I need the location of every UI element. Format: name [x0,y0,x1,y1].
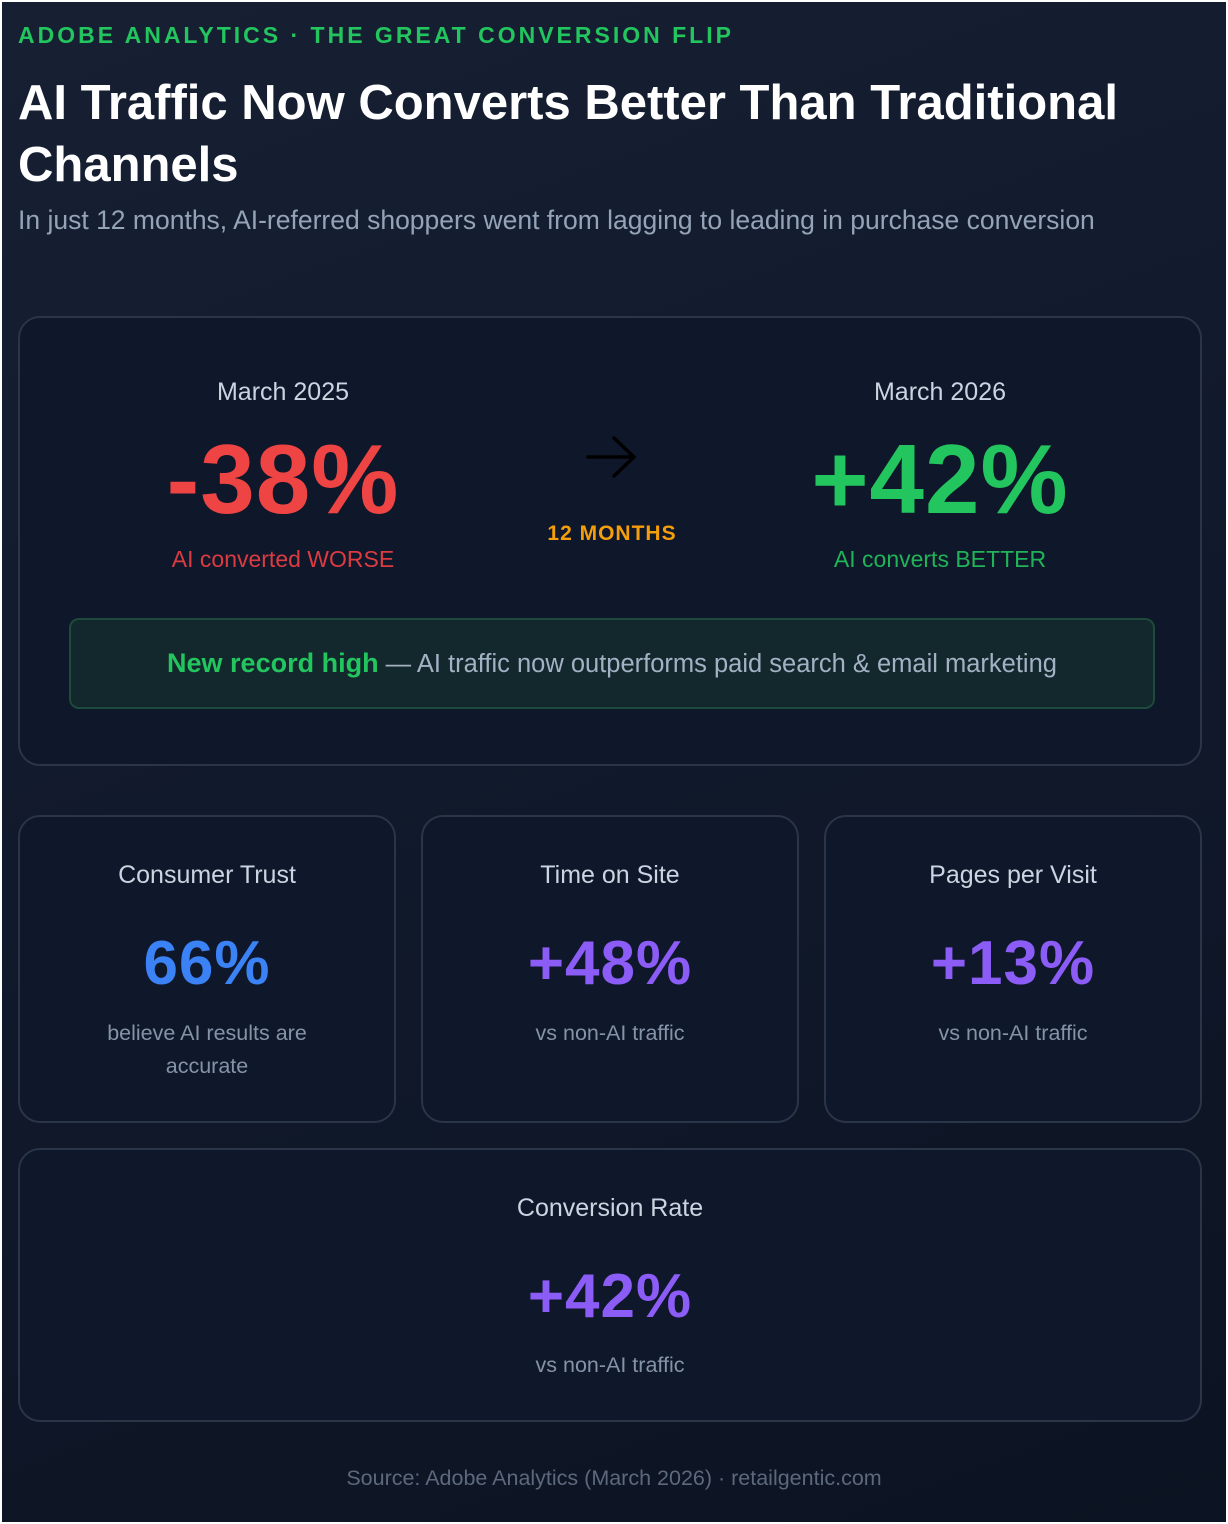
stat-note: vs non-AI traffic [535,1021,685,1045]
stat-note: vs non-AI traffic [535,1353,685,1377]
stat-label: Pages per Visit [929,861,1097,889]
page-subtitle: In just 12 months, AI-referred shoppers … [18,205,1095,235]
stat-label: Conversion Rate [516,1194,704,1222]
arrow-right-icon [586,436,636,478]
before-value: -38% [166,424,400,534]
conversion-flip-card: March 2025 -38% AI converted WORSE 12 MO… [18,316,1202,766]
after-period: March 2026 [873,378,1007,406]
stat-label: Consumer Trust [118,861,296,889]
stat-note: believe AI results are accurate [107,1021,307,1078]
pages-per-visit-card: Pages per Visit +13% vs non-AI traffic [824,815,1202,1123]
banner-highlight: New record high [167,648,379,678]
stat-label: Time on Site [540,861,680,889]
stat-value: +48% [527,929,693,998]
time-on-site-card: Time on Site +48% vs non-AI traffic [421,815,799,1123]
banner-text: — AI traffic now outperforms paid search… [378,650,1057,678]
source-footer: Source: Adobe Analytics (March 2026) · r… [346,1466,882,1490]
stat-note: vs non-AI traffic [938,1021,1088,1045]
conversion-rate-card: Conversion Rate +42% vs non-AI traffic [18,1148,1202,1422]
page-title: AI Traffic Now Converts Better Than Trad… [18,76,1118,192]
after-caption: AI converts BETTER [833,546,1047,572]
eyebrow-label: ADOBE ANALYTICS · THE GREAT CONVERSION F… [18,22,734,48]
transition-label: 12 MONTHS [547,522,677,545]
after-value: +42% [811,424,1069,534]
before-period: March 2025 [216,378,350,406]
record-high-banner: New record high — AI traffic now outperf… [69,618,1155,709]
stat-value: +13% [930,929,1096,998]
stat-value: 66% [143,929,271,998]
stat-value: +42% [527,1262,693,1331]
before-caption: AI converted WORSE [171,546,395,572]
consumer-trust-card: Consumer Trust 66% believe AI results ar… [18,815,396,1123]
